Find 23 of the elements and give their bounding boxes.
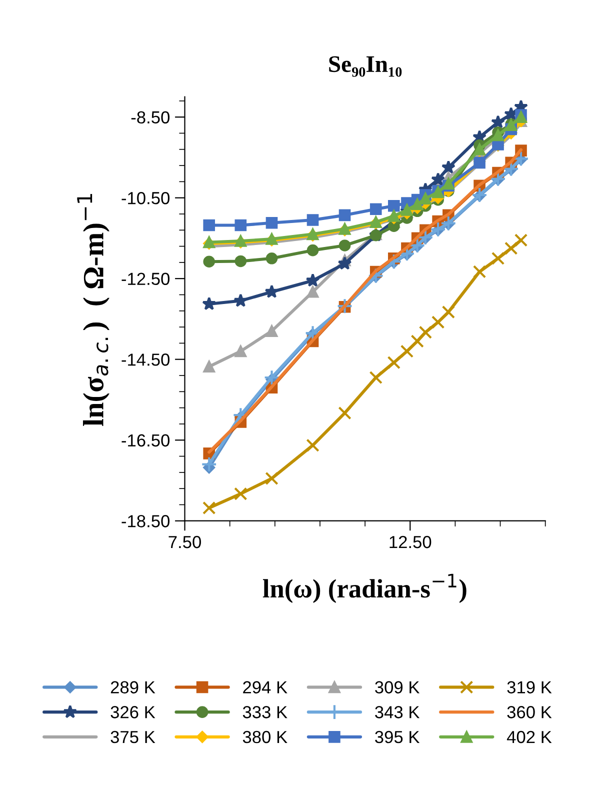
legend-label: 360 K — [507, 706, 552, 718]
y-tick-label: -14.50 — [122, 354, 170, 366]
legend-label: 326 K — [110, 706, 156, 718]
legend-label: 289 K — [110, 681, 156, 694]
legend-label: 395 K — [375, 730, 420, 744]
legend-label: 380 K — [242, 730, 288, 744]
y-tick-label: -12.50 — [122, 272, 170, 286]
y-tick-label: -16.50 — [122, 434, 170, 447]
y-tick-label: -8.50 — [131, 111, 170, 124]
x-axis-title: ln(ω) (radian-s$^{−1}$) — [262, 574, 466, 604]
legend-label: 309 K — [375, 681, 420, 694]
legend-label: 333 K — [242, 706, 288, 718]
x-tick-label: 12.50 — [390, 536, 432, 548]
chart-title: Se₉₀In₁₀ — [329, 56, 402, 77]
legend-label: 319 K — [507, 681, 552, 694]
y-tick-label: -18.50 — [122, 515, 170, 528]
legend-label: 294 K — [243, 681, 288, 694]
x-tick-label: 7.50 — [168, 536, 201, 548]
legend-label: 402 K — [506, 730, 552, 744]
legend-label: 375 K — [110, 730, 156, 744]
legend-label: 343 K — [375, 706, 420, 718]
y-axis-title: ln(σ$_{a.c.}$) ( Ω-m)$^{−1}$ — [77, 194, 110, 426]
y-tick-label: -10.50 — [122, 192, 170, 204]
